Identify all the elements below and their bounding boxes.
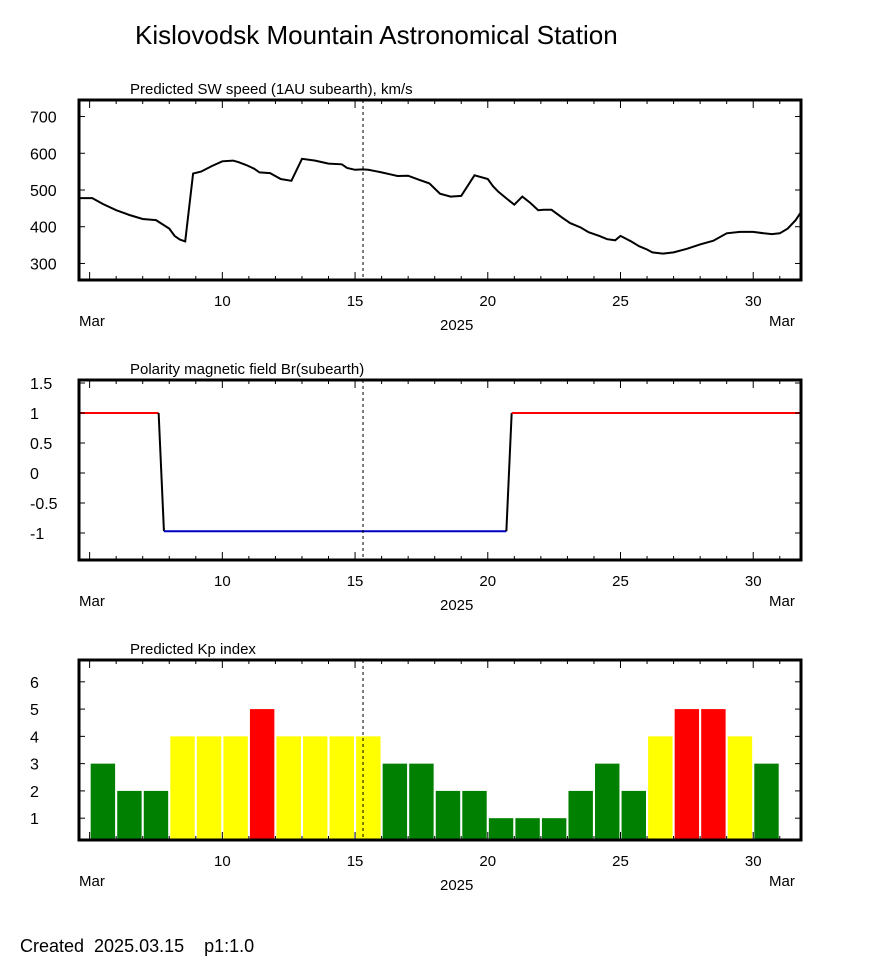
kp-bar [223, 736, 248, 840]
polarity-segment [505, 412, 513, 532]
plot-frame [77, 98, 803, 282]
kp-bar [435, 790, 461, 840]
y-tick-label: 600 [30, 146, 57, 163]
kp-bar [515, 818, 540, 840]
y-tick-label: 2 [30, 784, 39, 801]
x-tick-label: 30 [745, 573, 762, 590]
x-month-label-left: Mar [79, 313, 105, 330]
created-footer: Created 2025.03.15 p1:1.0 [20, 936, 255, 956]
kp-bar [754, 763, 779, 840]
x-month-label-left: Mar [79, 873, 105, 890]
x-tick-label: 20 [479, 573, 496, 590]
kp-bar [276, 736, 301, 840]
x-month-label-right: Mar [769, 593, 795, 610]
x-year-label: 2025 [440, 597, 473, 614]
x-tick-label: 10 [214, 293, 231, 310]
x-tick-label: 15 [347, 853, 364, 870]
kp-bar [648, 736, 673, 840]
kp-bar [356, 736, 381, 840]
x-year-label: 2025 [440, 877, 473, 894]
kp-bar [595, 763, 620, 840]
y-tick-label: 5 [30, 702, 39, 719]
y-tick-label: 3 [30, 757, 39, 774]
y-tick-label: 1 [30, 406, 39, 423]
panel-title: Predicted SW speed (1AU subearth), km/s [130, 81, 413, 98]
x-tick-label: 25 [612, 853, 629, 870]
kp-bar [303, 736, 328, 840]
y-tick-label: 500 [30, 183, 57, 200]
speed-line [79, 157, 802, 255]
x-month-label-right: Mar [769, 873, 795, 890]
y-tick-label: 300 [30, 256, 57, 273]
x-year-label: 2025 [440, 317, 473, 334]
plot-frame [77, 378, 803, 562]
kp-bar [462, 790, 487, 840]
kp-bar [488, 818, 514, 840]
x-tick-label: 25 [612, 293, 629, 310]
y-tick-label: 4 [30, 729, 39, 746]
panel-title: Polarity magnetic field Br(subearth) [130, 361, 364, 378]
kp-bar [329, 736, 354, 840]
x-tick-label: 20 [479, 293, 496, 310]
kp-bar [249, 709, 275, 840]
x-tick-label: 15 [347, 293, 364, 310]
y-tick-label: -0.5 [30, 496, 58, 513]
kp-bar [727, 736, 753, 840]
kp-bar [674, 709, 700, 840]
kp-bar [701, 709, 726, 840]
x-tick-label: 15 [347, 573, 364, 590]
kp-bar [143, 790, 169, 840]
kp-bar [409, 763, 434, 840]
polarity-segment [157, 412, 165, 532]
x-tick-label: 25 [612, 573, 629, 590]
x-tick-label: 20 [479, 853, 496, 870]
y-tick-label: 400 [30, 220, 57, 237]
x-tick-label: 30 [745, 293, 762, 310]
x-month-label-right: Mar [769, 313, 795, 330]
kp-bar [382, 763, 408, 840]
x-month-label-left: Mar [79, 593, 105, 610]
kp-bar [196, 736, 222, 840]
y-tick-label: -1 [30, 526, 44, 543]
speed-panel: Predicted SW speed (1AU subearth), km/s 7… [30, 81, 803, 334]
kp-bar [541, 818, 567, 840]
polarity-panel: Polarity magnetic field Br(subearth) 1.5 1… [30, 361, 803, 614]
kp-bar [621, 790, 646, 840]
y-tick-label: 0 [30, 466, 39, 483]
x-tick-label: 10 [214, 573, 231, 590]
kp-bar [90, 763, 116, 840]
y-tick-label: 1.5 [30, 376, 52, 393]
panel-title: Predicted Kp index [130, 641, 256, 658]
y-tick-label: 6 [30, 675, 39, 692]
x-tick-label: 10 [214, 853, 231, 870]
y-tick-label: 700 [30, 110, 57, 127]
y-tick-label: 0.5 [30, 436, 52, 453]
x-tick-label: 30 [745, 853, 762, 870]
page-title: Kislovodsk Mountain Astronomical Station [135, 20, 618, 50]
plot-frame [77, 658, 803, 842]
kp-bar [568, 790, 593, 840]
y-tick-label: 1 [30, 811, 39, 828]
kp-bar [117, 790, 142, 840]
kp-bar [170, 736, 195, 840]
